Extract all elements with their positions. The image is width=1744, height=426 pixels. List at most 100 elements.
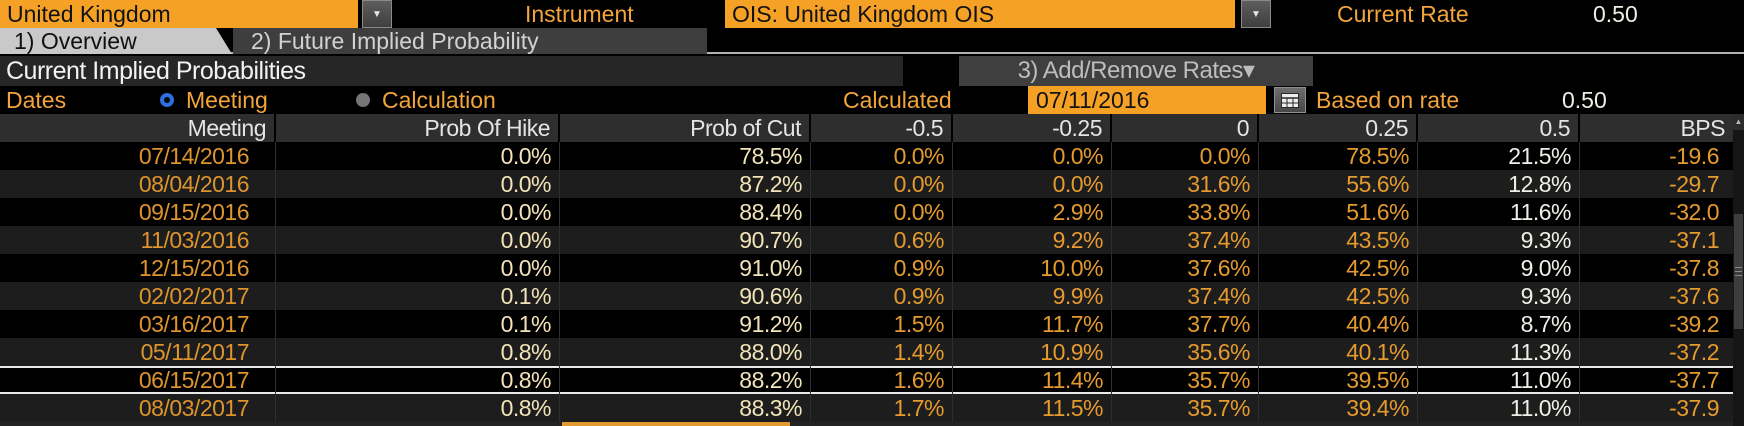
probability-cell: 0.0% bbox=[1112, 142, 1259, 170]
based-on-rate-value: 0.50 bbox=[1562, 87, 1607, 113]
probability-cell: 31.6% bbox=[1112, 170, 1259, 198]
probability-cell: 39.5% bbox=[1259, 366, 1418, 394]
country-dropdown-button[interactable]: ▼ bbox=[362, 0, 392, 28]
probability-cell: 1.5% bbox=[811, 310, 953, 338]
table-row[interactable]: 11/03/2016 0.0% 90.7% 0.6% 9.2% 37.4% 43.5% 9.3… bbox=[0, 226, 1733, 254]
probability-cell: 88.4% bbox=[560, 198, 811, 226]
instrument-dropdown-button[interactable]: ▼ bbox=[1241, 0, 1271, 28]
probability-cell: -19.6 bbox=[1669, 143, 1719, 169]
probability-cell: 51.6% bbox=[1259, 198, 1418, 226]
probability-cell: 10.0% bbox=[953, 254, 1112, 282]
radio-meeting-label[interactable]: Meeting bbox=[186, 87, 268, 113]
vertical-scrollbar[interactable]: ▲ bbox=[1733, 114, 1744, 426]
probability-cell: 11.6% bbox=[1418, 198, 1580, 226]
probability-cell: 0.9% bbox=[811, 282, 953, 310]
probability-cell: 1.4% bbox=[811, 338, 953, 366]
probability-cell: 37.6% bbox=[1112, 254, 1259, 282]
table-row[interactable]: 08/04/2016 0.0% 87.2% 0.0% 0.0% 31.6% 55.6% 12.… bbox=[0, 170, 1733, 198]
probability-cell: 1.7% bbox=[811, 394, 953, 422]
add-remove-rates-button[interactable]: 3) Add/Remove Rates▾ bbox=[959, 56, 1313, 86]
scrollbar-thumb[interactable] bbox=[1734, 214, 1743, 329]
probability-cell: 9.3% bbox=[1418, 226, 1580, 254]
probability-cell: 0.0% bbox=[276, 170, 560, 198]
column-header-0.25[interactable]: 0.25 bbox=[1259, 114, 1418, 142]
probability-cell: 0.0% bbox=[276, 198, 560, 226]
column-header-bps[interactable]: BPS bbox=[1580, 114, 1733, 142]
based-on-rate-label: Based on rate bbox=[1316, 87, 1460, 113]
column-header-meeting[interactable]: Meeting bbox=[0, 114, 276, 142]
calendar-button[interactable] bbox=[1274, 87, 1306, 113]
probability-cell: 12.8% bbox=[1418, 170, 1580, 198]
probability-cell: 37.7% bbox=[1112, 310, 1259, 338]
table-row[interactable]: 07/14/2016 0.0% 78.5% 0.0% 0.0% 0.0% 78.5% 21.5… bbox=[0, 142, 1733, 170]
horizontal-scrollbar[interactable] bbox=[0, 422, 1733, 426]
probability-cell: 11.5% bbox=[953, 394, 1112, 422]
horizontal-scrollbar-thumb[interactable] bbox=[562, 422, 790, 426]
probability-cell: 78.5% bbox=[1259, 142, 1418, 170]
calendar-icon bbox=[1281, 92, 1299, 108]
probability-cell: 11.0% bbox=[1418, 366, 1580, 394]
top-bar: United Kingdom ▼ Instrument OIS: United … bbox=[0, 0, 1744, 28]
probability-cell: -37.1 bbox=[1669, 227, 1719, 253]
dates-label: Dates bbox=[6, 87, 67, 113]
country-select-value: United Kingdom bbox=[7, 1, 171, 27]
probability-cell: 0.9% bbox=[811, 254, 953, 282]
probability-cell: -37.8 bbox=[1669, 255, 1719, 281]
table-row[interactable]: 09/15/2016 0.0% 88.4% 0.0% 2.9% 33.8% 51.6% 11.… bbox=[0, 198, 1733, 226]
probability-cell: -37.2 bbox=[1669, 339, 1719, 365]
radio-calculation-label[interactable]: Calculation bbox=[382, 87, 496, 113]
probability-cell: 35.7% bbox=[1112, 394, 1259, 422]
column-header--0.5[interactable]: -0.5 bbox=[811, 114, 953, 142]
table-row[interactable]: 05/11/2017 0.8% 88.0% 1.4% 10.9% 35.6% 40.1% 11… bbox=[0, 338, 1733, 366]
tab-future-implied-probability[interactable]: 2) Future Implied Probability bbox=[233, 28, 707, 54]
table-body: 07/14/2016 0.0% 78.5% 0.0% 0.0% 0.0% 78.5% 21.5… bbox=[0, 142, 1733, 422]
column-header-0.5[interactable]: 0.5 bbox=[1418, 114, 1580, 142]
table-row[interactable]: 12/15/2016 0.0% 91.0% 0.9% 10.0% 37.6% 42.5% 9.… bbox=[0, 254, 1733, 282]
probability-cell: 42.5% bbox=[1259, 254, 1418, 282]
probability-cell: 9.3% bbox=[1418, 282, 1580, 310]
probability-cell: 90.7% bbox=[560, 226, 811, 254]
current-rate-value: 0.50 bbox=[1593, 1, 1638, 27]
probability-cell: 78.5% bbox=[560, 142, 811, 170]
column-header--0.25[interactable]: -0.25 bbox=[953, 114, 1112, 142]
calculated-date-input[interactable]: 07/11/2016 bbox=[1028, 86, 1266, 114]
meeting-date-cell: 02/02/2017 bbox=[0, 282, 276, 310]
meeting-date-cell: 03/16/2017 bbox=[0, 310, 276, 338]
meeting-date-cell: 08/03/2017 bbox=[0, 394, 276, 422]
probability-cell: 0.8% bbox=[276, 366, 560, 394]
probability-cell: -32.0 bbox=[1669, 199, 1719, 225]
chevron-down-icon: ▼ bbox=[1251, 9, 1261, 20]
table-row[interactable]: 02/02/2017 0.1% 90.6% 0.9% 9.9% 37.4% 42.5% 9.3… bbox=[0, 282, 1733, 310]
scroll-up-icon[interactable]: ▲ bbox=[1733, 114, 1744, 130]
radio-meeting[interactable] bbox=[160, 93, 174, 107]
country-select[interactable]: United Kingdom bbox=[0, 0, 358, 28]
probability-cell: 42.5% bbox=[1259, 282, 1418, 310]
column-header-prob-of-hike[interactable]: Prob Of Hike bbox=[276, 114, 560, 142]
tab-overview[interactable]: 1) Overview bbox=[0, 28, 232, 54]
probability-cell: 9.2% bbox=[953, 226, 1112, 254]
instrument-select[interactable]: OIS: United Kingdom OIS bbox=[725, 0, 1235, 28]
probability-cell: 0.1% bbox=[276, 310, 560, 338]
table-row[interactable]: 06/15/2017 0.8% 88.2% 1.6% 11.4% 35.7% 39.5% 11… bbox=[0, 366, 1733, 394]
column-header-prob-of-cut[interactable]: Prob of Cut bbox=[560, 114, 811, 142]
meeting-date-cell: 09/15/2016 bbox=[0, 198, 276, 226]
meeting-date-cell: 08/04/2016 bbox=[0, 170, 276, 198]
probability-cell: 0.0% bbox=[276, 254, 560, 282]
column-header-0[interactable]: 0 bbox=[1112, 114, 1259, 142]
probability-cell: 11.4% bbox=[953, 366, 1112, 394]
probability-cell: 90.6% bbox=[560, 282, 811, 310]
table-header: Meeting Prob Of Hike Prob of Cut -0.5 -0.25 0… bbox=[0, 114, 1733, 142]
probability-cell: 43.5% bbox=[1259, 226, 1418, 254]
table-row[interactable]: 08/03/2017 0.8% 88.3% 1.7% 11.5% 35.7% 39.4% 11… bbox=[0, 394, 1733, 422]
instrument-select-value: OIS: United Kingdom OIS bbox=[732, 1, 995, 27]
section-title: Current Implied Probabilities bbox=[0, 56, 903, 86]
tab-bar: 1) Overview 2) Future Implied Probabilit… bbox=[0, 28, 1744, 54]
table-row[interactable]: 03/16/2017 0.1% 91.2% 1.5% 11.7% 37.7% 40.4% 8.… bbox=[0, 310, 1733, 338]
radio-calculation[interactable] bbox=[356, 93, 370, 107]
probability-cell: 0.0% bbox=[953, 170, 1112, 198]
probability-cell: 88.0% bbox=[560, 338, 811, 366]
calculated-label: Calculated bbox=[843, 87, 952, 113]
probability-cell: -29.7 bbox=[1669, 171, 1719, 197]
probability-cell: 0.0% bbox=[276, 226, 560, 254]
